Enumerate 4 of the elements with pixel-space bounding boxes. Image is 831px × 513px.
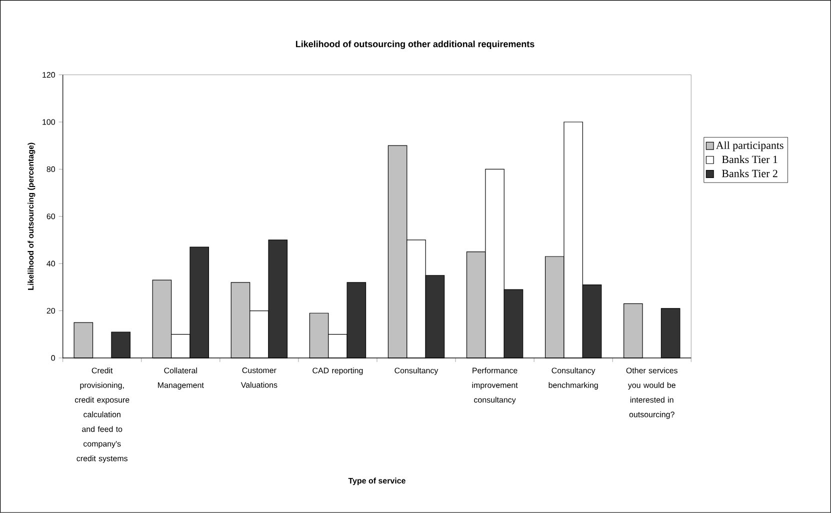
chart-title: Likelihood of outsourcing other additional requirements xyxy=(296,40,534,50)
legend-label: Banks Tier 1 xyxy=(722,155,778,164)
legend-label: All participants xyxy=(716,141,784,152)
legend-label: Banks Tier 2 xyxy=(722,170,778,178)
